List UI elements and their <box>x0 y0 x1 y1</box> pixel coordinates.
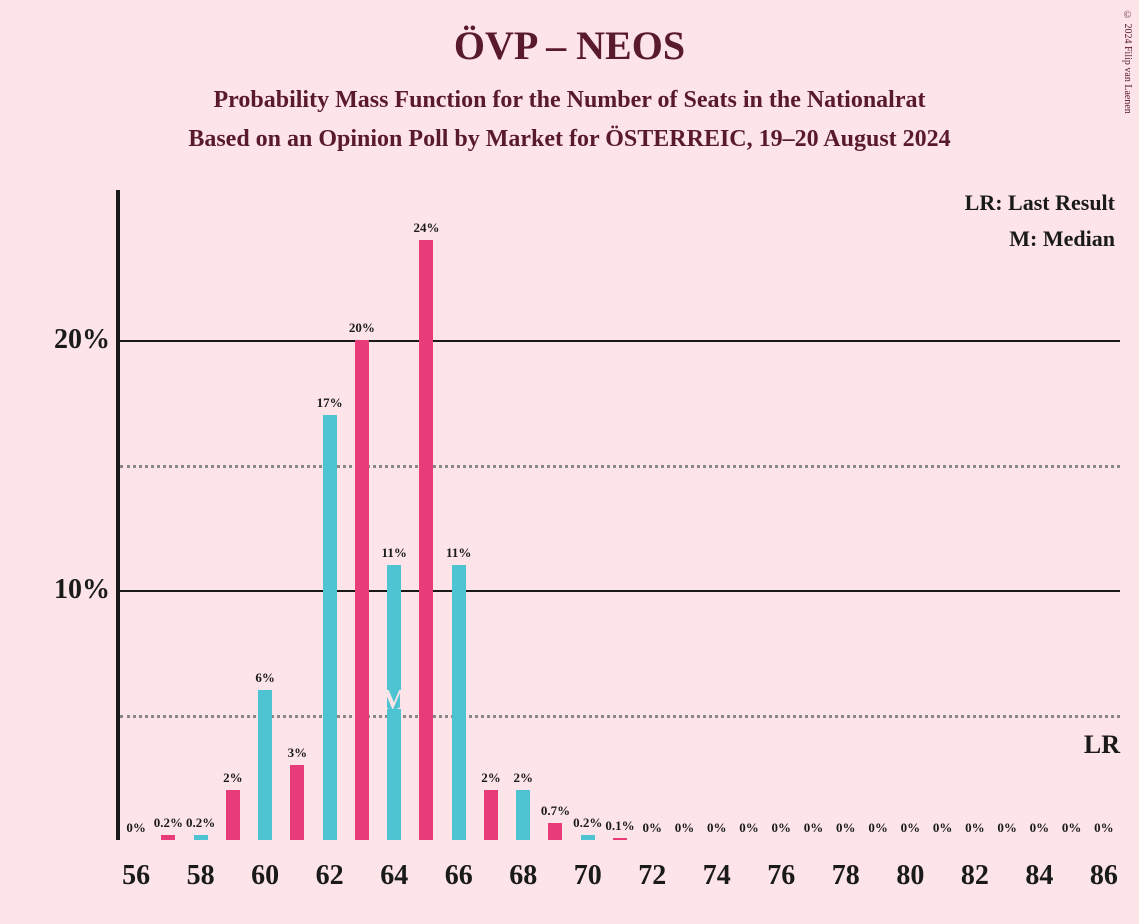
chart-plot-area: 10%20% 0%0.2%0.2%2%6%3%17%20%11%M24%11%2… <box>120 190 1120 840</box>
x-tick-label: 84 <box>1025 860 1053 892</box>
x-tick-label: 66 <box>445 860 473 892</box>
bars-group: 0%0.2%0.2%2%6%3%17%20%11%M24%11%2%2%0.7%… <box>120 190 1120 840</box>
x-tick-label: 58 <box>187 860 215 892</box>
bar-value-label: 0% <box>836 820 856 836</box>
bar-value-label: 0% <box>965 820 985 836</box>
bar <box>516 790 530 840</box>
x-tick-label: 72 <box>638 860 666 892</box>
bar-value-label: 20% <box>349 320 375 336</box>
x-tick-label: 86 <box>1090 860 1118 892</box>
bar-value-label: 2% <box>223 770 243 786</box>
y-tick-label: 10% <box>40 574 110 606</box>
bar <box>452 565 466 840</box>
x-tick-label: 78 <box>832 860 860 892</box>
bar-value-label: 0% <box>643 820 663 836</box>
bar-value-label: 0.2% <box>573 815 602 831</box>
bar-value-label: 2% <box>481 770 501 786</box>
bar-value-label: 24% <box>413 220 439 236</box>
bar-value-label: 0% <box>1030 820 1050 836</box>
x-tick-label: 82 <box>961 860 989 892</box>
x-tick-label: 64 <box>380 860 408 892</box>
bar <box>258 690 272 840</box>
bar-value-label: 0% <box>804 820 824 836</box>
x-tick-label: 76 <box>767 860 795 892</box>
x-tick-label: 62 <box>316 860 344 892</box>
x-tick-label: 80 <box>896 860 924 892</box>
bar-value-label: 3% <box>288 745 308 761</box>
bar-value-label: 0% <box>126 820 146 836</box>
x-tick-label: 68 <box>509 860 537 892</box>
x-tick-label: 56 <box>122 860 150 892</box>
bar-value-label: 0% <box>1094 820 1114 836</box>
bar <box>419 240 433 840</box>
bar-value-label: 11% <box>382 545 407 561</box>
bar-value-label: 17% <box>317 395 343 411</box>
x-tick-label: 74 <box>703 860 731 892</box>
bar <box>194 835 208 840</box>
bar-value-label: 0.1% <box>605 818 634 834</box>
bar-value-label: 0% <box>707 820 727 836</box>
bar-value-label: 0.2% <box>186 815 215 831</box>
y-tick-label: 20% <box>40 324 110 356</box>
chart-container: ÖVP – NEOS Probability Mass Function for… <box>0 0 1139 924</box>
bar <box>613 838 627 841</box>
bar-value-label: 0% <box>675 820 695 836</box>
chart-title: ÖVP – NEOS <box>0 0 1139 69</box>
copyright-text: © 2024 Filip van Laenen <box>1122 10 1133 114</box>
bar-value-label: 2% <box>513 770 533 786</box>
bar <box>484 790 498 840</box>
median-marker: M <box>381 685 407 717</box>
bar-value-label: 0.7% <box>541 803 570 819</box>
bar <box>161 835 175 840</box>
bar-value-label: 0% <box>901 820 921 836</box>
bar-value-label: 0% <box>933 820 953 836</box>
bar-value-label: 0% <box>997 820 1017 836</box>
bar <box>323 415 337 840</box>
bar-value-label: 6% <box>255 670 275 686</box>
bar <box>355 340 369 840</box>
bar-value-label: 0% <box>868 820 888 836</box>
bar <box>581 835 595 840</box>
bar-value-label: 0% <box>739 820 759 836</box>
bar <box>290 765 304 840</box>
bar <box>226 790 240 840</box>
chart-subtitle-1: Probability Mass Function for the Number… <box>0 87 1139 114</box>
bar-value-label: 11% <box>446 545 471 561</box>
bar-value-label: 0% <box>772 820 792 836</box>
bar-value-label: 0.2% <box>154 815 183 831</box>
bar <box>548 823 562 841</box>
chart-subtitle-2: Based on an Opinion Poll by Market for Ö… <box>0 126 1139 153</box>
lr-marker: LR <box>1084 730 1120 760</box>
x-tick-label: 60 <box>251 860 279 892</box>
x-tick-label: 70 <box>574 860 602 892</box>
bar-value-label: 0% <box>1062 820 1082 836</box>
